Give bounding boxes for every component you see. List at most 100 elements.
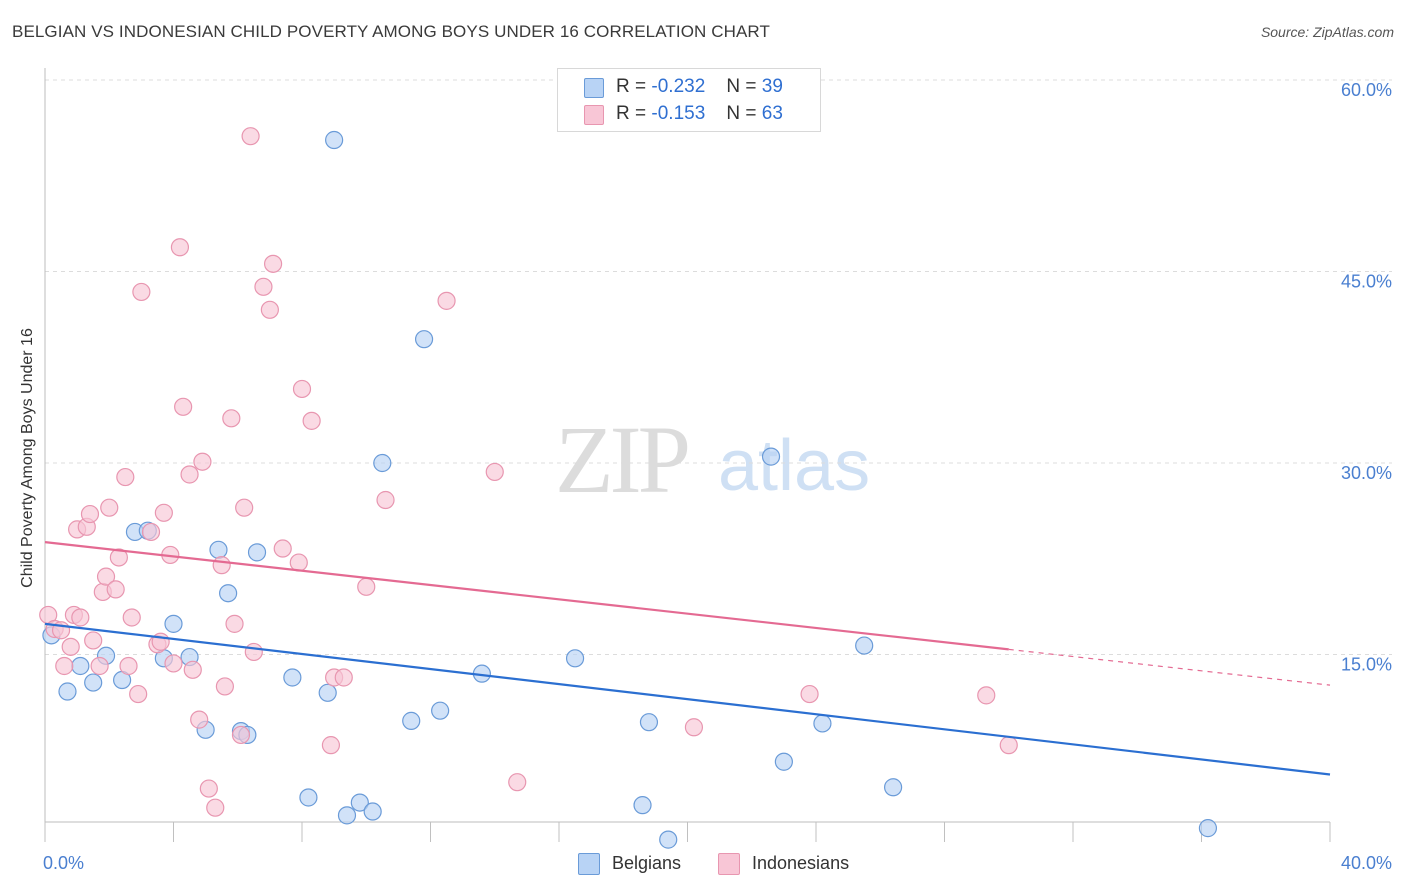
belgian-point: [431, 701, 450, 720]
indonesian-point: [263, 254, 283, 273]
indonesian-point: [100, 498, 119, 517]
y-tick-label: 45.0%: [1341, 272, 1392, 292]
chart-title: BELGIAN VS INDONESIAN CHILD POVERTY AMON…: [12, 22, 770, 41]
belgian-point: [883, 778, 903, 797]
indonesian-point: [61, 637, 80, 656]
belgian-point: [813, 714, 832, 733]
belgian-point: [1198, 819, 1218, 838]
belgian-point: [414, 330, 434, 349]
indonesian-point: [174, 397, 193, 416]
indonesian-point: [302, 411, 321, 430]
y-tick-label: 30.0%: [1341, 463, 1392, 483]
indonesian-point: [96, 567, 116, 586]
belgians-swatch: [584, 78, 604, 98]
correlation-legend: R = -0.232 N = 39 R = -0.153 N = 63: [557, 68, 821, 132]
belgians-r-value: -0.232: [651, 76, 706, 97]
indonesian-point: [357, 577, 376, 596]
indonesian-point: [231, 725, 251, 745]
indonesian-point: [84, 631, 103, 650]
belgian-point: [318, 683, 337, 702]
indonesian-point: [254, 277, 273, 296]
belgian-point: [164, 614, 183, 633]
indonesian-point: [334, 668, 353, 687]
indonesian-point: [71, 608, 90, 627]
indonesian-point: [244, 642, 263, 662]
y-tick-label: 15.0%: [1341, 655, 1392, 675]
indonesian-point: [132, 282, 151, 302]
indonesian-point: [122, 608, 141, 627]
x-tick-label: 0.0%: [43, 853, 84, 873]
indonesian-point: [80, 504, 100, 524]
belgians-n-label: N =: [726, 76, 757, 97]
belgian-point: [855, 636, 874, 655]
indonesian-point: [292, 379, 312, 399]
indonesian-point: [212, 556, 231, 575]
belgian-point: [565, 649, 585, 668]
source-label: Source: ZipAtlas.com: [1260, 24, 1394, 40]
indonesian-point: [180, 465, 199, 484]
belgian-point: [325, 130, 344, 150]
indonesian-point: [109, 548, 128, 567]
y-tick-label: 60.0%: [1341, 80, 1392, 100]
belgian-point: [639, 713, 659, 732]
bottom-indonesians-label: Indonesians: [752, 853, 850, 873]
indonesian-point: [154, 503, 173, 522]
belgian-point: [209, 540, 228, 559]
indonesian-point: [241, 127, 260, 146]
indonesian-point: [999, 736, 1018, 755]
belgian-point: [58, 682, 77, 701]
belgian-point: [402, 711, 421, 730]
indonesian-point: [260, 300, 279, 319]
belgian-point: [219, 584, 238, 603]
indonesian-point: [235, 498, 254, 517]
x-tick-label: 40.0%: [1341, 853, 1392, 873]
indonesian-point: [289, 553, 308, 572]
belgian-point: [71, 656, 90, 676]
belgian-point: [373, 453, 392, 473]
indonesian-point: [183, 660, 202, 679]
indonesian-point: [141, 522, 161, 542]
belgian-point: [633, 796, 652, 815]
indonesians-r-value: -0.153: [651, 103, 706, 124]
indonesian-point: [321, 736, 341, 755]
indonesian-point: [164, 654, 183, 673]
belgian-point: [299, 788, 318, 807]
indonesian-point: [119, 656, 138, 676]
indonesian-point: [55, 656, 74, 676]
indonesian-point: [376, 490, 395, 510]
watermark-zip: ZIP: [555, 406, 688, 513]
indonesians-n-label: N =: [726, 103, 757, 124]
indonesian-point: [977, 686, 996, 705]
belgian-point: [337, 806, 357, 825]
belgian-point: [761, 447, 781, 466]
y-axis-label: Child Poverty Among Boys Under 16: [19, 328, 36, 588]
belgians-n-value: 39: [761, 76, 783, 97]
indonesians-swatch: [584, 105, 604, 125]
indonesian-trend-extension: [1008, 648, 1331, 686]
indonesian-point: [273, 539, 292, 558]
bottom-indonesians-swatch: [718, 853, 740, 875]
indonesian-point: [215, 677, 234, 696]
indonesian-point: [437, 291, 456, 310]
indonesian-point: [684, 718, 704, 737]
indonesian-point: [199, 779, 218, 798]
indonesian-point: [193, 452, 212, 471]
indonesian-point: [90, 656, 109, 676]
indonesians-r-label: R =: [616, 103, 647, 124]
watermark-atlas: atlas: [718, 426, 870, 506]
bottom-belgians-label: Belgians: [612, 853, 682, 873]
belgian-point: [283, 668, 302, 687]
belgian-point: [659, 830, 678, 849]
indonesian-point: [206, 798, 225, 817]
belgian-point: [247, 543, 267, 562]
indonesian-point: [800, 684, 819, 704]
indonesian-point: [190, 710, 209, 729]
indonesian-point: [225, 614, 244, 633]
bottom-belgians-swatch: [578, 853, 600, 875]
belgian-point: [774, 752, 793, 771]
belgian-point: [84, 673, 103, 692]
belgian-point: [363, 802, 382, 821]
belgian-trend-line: [44, 622, 1331, 776]
indonesian-point: [222, 409, 241, 428]
